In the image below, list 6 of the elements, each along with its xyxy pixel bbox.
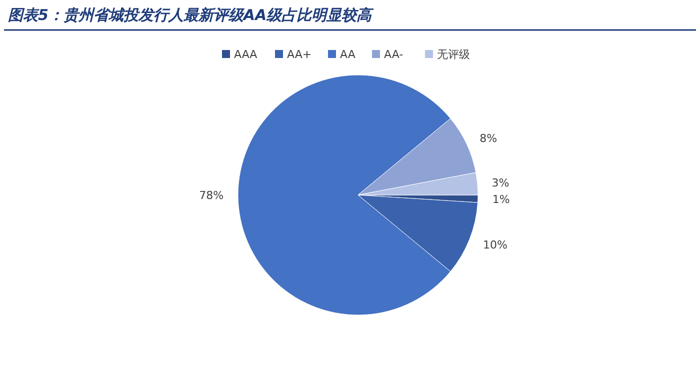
legend-label: 无评级: [437, 48, 470, 61]
legend-label: AA+: [287, 48, 312, 61]
legend-label: AA-: [384, 48, 404, 61]
legend-label: AAA: [234, 48, 258, 61]
title: 图表5：贵州省城投发行人最新评级AA级占比明显较高: [8, 6, 372, 24]
legend-label: AA: [340, 48, 356, 61]
